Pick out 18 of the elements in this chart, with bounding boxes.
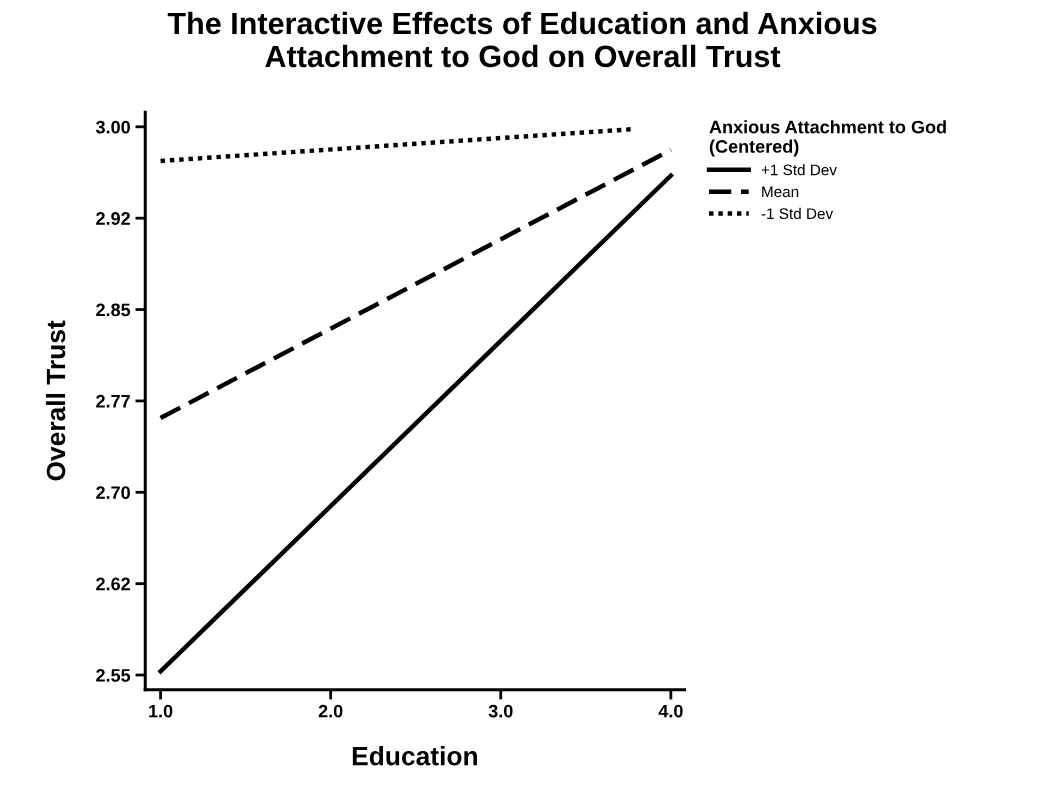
x-tick-label: 4.0	[658, 704, 683, 718]
y-axis-title: Overall Trust	[45, 320, 66, 481]
y-tick-label: 2.77	[96, 394, 130, 408]
x-axis-title: Education	[352, 746, 478, 766]
legend-label: -1 Std Dev	[761, 207, 834, 220]
legend-title: Anxious Attachment to God (Centered)	[709, 120, 946, 157]
y-tick-label: 2.55	[96, 668, 131, 682]
y-tick-label: 2.70	[96, 486, 130, 500]
y-tick-label: 2.62	[96, 577, 130, 591]
x-tick-label: 1.0	[149, 704, 173, 718]
y-tick-label: 3.00	[95, 120, 130, 134]
x-tick-label: 3.0	[488, 704, 513, 718]
y-tick-label: 2.85	[96, 303, 131, 317]
y-tick-label: 2.92	[96, 212, 130, 225]
legend-label: +1 Std Dev	[761, 164, 837, 176]
chart-title: The Interactive Effects of Education and Anxious Attachment to God on Overall Trust	[167, 11, 877, 68]
x-tick-label: 2.0	[318, 704, 343, 718]
legend-label: Mean	[762, 186, 799, 198]
